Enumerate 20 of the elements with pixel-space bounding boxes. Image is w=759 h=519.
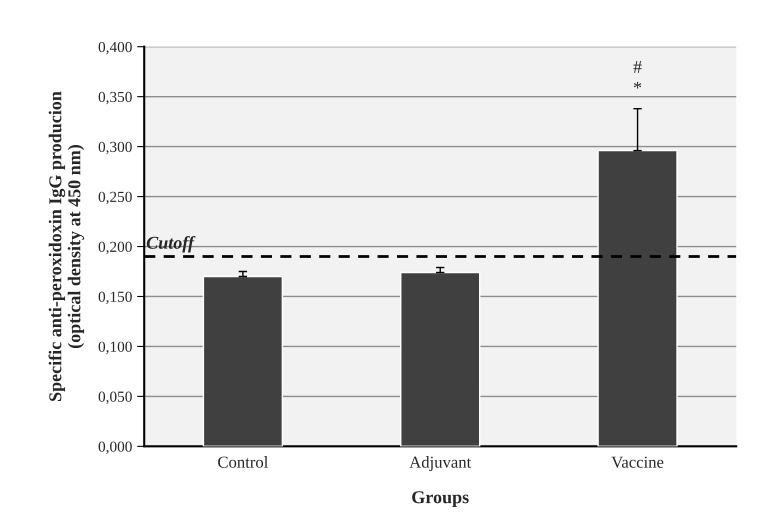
y-tick-label: 0,200 <box>98 242 132 254</box>
y-tick-label: 0,400 <box>98 42 132 54</box>
y-tick-label: 0,250 <box>98 192 132 204</box>
bar <box>202 276 284 446</box>
y-tick-label: 0,000 <box>98 441 132 454</box>
bar <box>400 272 480 446</box>
ref-line-label: Cutoff <box>146 236 196 253</box>
y-axis-title: Specific anti-peroxidoxin IgG producion (optical density at 450 nm) <box>48 91 84 401</box>
y-tick-label: 0,300 <box>98 142 132 154</box>
x-tick-label: Adjuvant <box>409 456 472 472</box>
y-tick-label: 0,350 <box>98 92 132 104</box>
x-tick-label: Control <box>218 456 268 468</box>
x-tick-label: Vaccine <box>611 456 664 468</box>
y-tick-label: 0,050 <box>98 392 132 404</box>
x-axis-title: Groups <box>412 491 469 507</box>
bar <box>597 150 678 446</box>
y-tick-label: 0,100 <box>98 342 132 354</box>
annotation: * <box>634 82 642 88</box>
annotation: # <box>633 61 642 73</box>
y-tick-label: 0,150 <box>98 292 132 304</box>
